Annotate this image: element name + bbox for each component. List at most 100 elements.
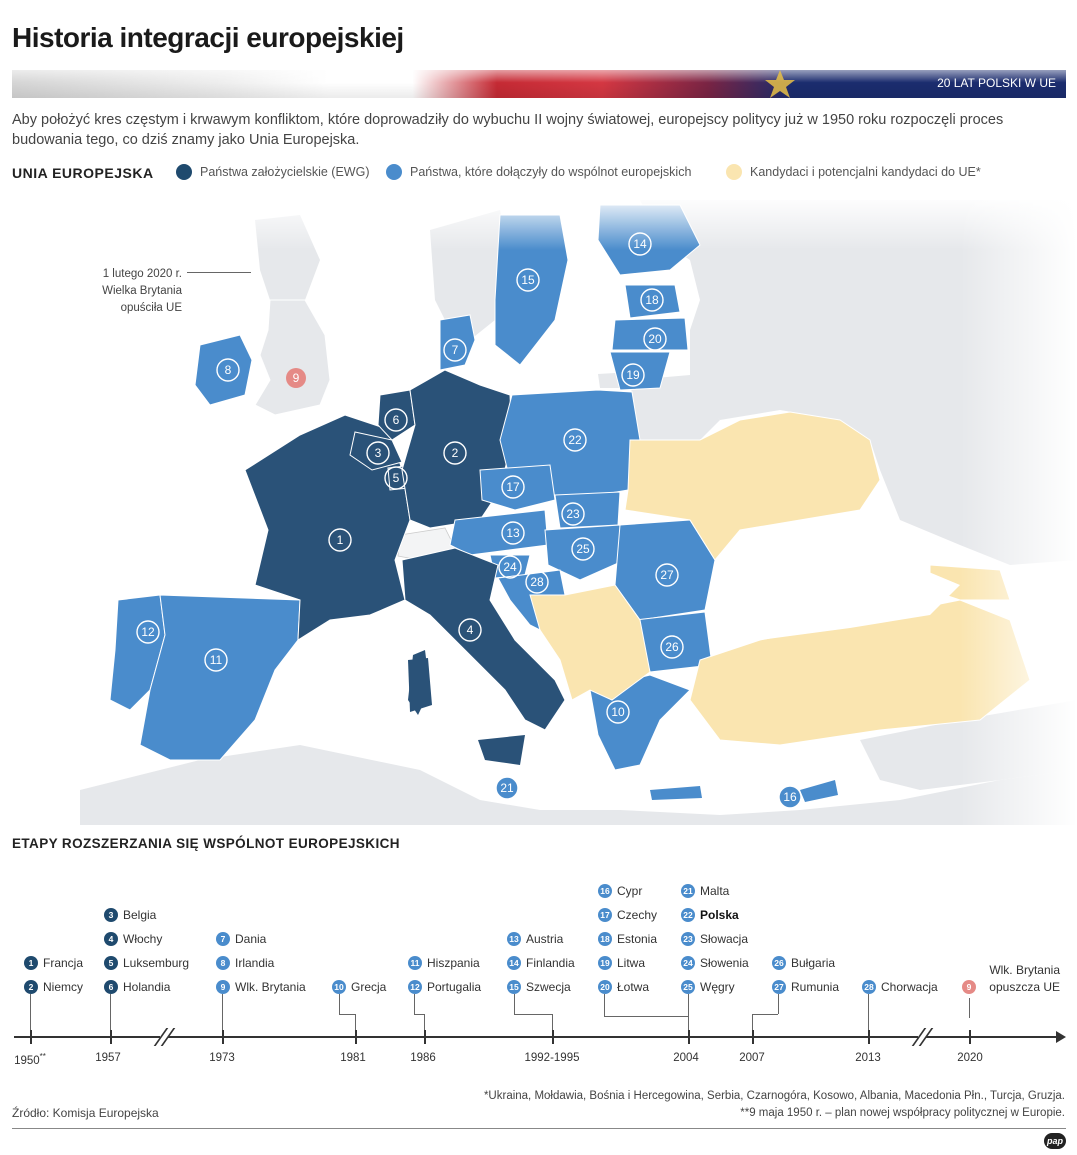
entry-luksemburg: 5 Luksemburg [104,954,189,972]
legend-label-founders: Państwa założycielskie (EWG) [200,165,370,179]
marker-19: 19 [621,363,645,387]
entry-cypr: 16 Cypr [598,882,642,900]
conn-1981c [355,1014,356,1032]
entry-label-8: Irlandia [235,956,275,970]
entry-label-1: Francja [43,956,84,970]
entry-finlandia: 14 Finlandia [507,954,575,972]
badge-4: 4 [104,932,118,946]
map-markers: 1 2 3 4 5 6 7 8 9 10 11 12 13 14 15 16 1… [136,232,802,809]
uk-note-line2: Wielka Brytania [102,285,182,297]
badge-19: 19 [598,956,612,970]
tick-2004 [688,1030,690,1044]
marker-6: 6 [384,408,408,432]
legend-item-candidates: Kandydaci i potencjalni kandydaci do UE* [726,164,981,180]
country-sicily [478,735,525,765]
badge-2: 2 [24,980,38,994]
marker-25: 25 [571,537,595,561]
marker-12-label: 12 [141,625,155,639]
badge-17: 17 [598,908,612,922]
marker-18: 18 [640,288,664,312]
entry-holandia: 6 Holandia [104,978,170,996]
year-2013: 2013 [855,1052,881,1064]
entry-label-5: Luksemburg [123,956,190,970]
conn-1986b [414,1014,424,1015]
entry-label-9: Wlk. Brytania [235,980,306,994]
badge-24: 24 [681,956,695,970]
entry-label-27: Rumunia [791,980,840,994]
entry-label-3: Belgia [123,908,157,922]
entry-label-16: Cypr [617,884,643,898]
conn-1981b [339,1014,355,1015]
marker-16: 16 [778,785,802,809]
conn-2007c [752,1014,753,1032]
entry-francja: 1 Francja [24,954,83,972]
legend-dot-joined [386,164,402,180]
entry-grecja: 10 Grecja [332,978,386,996]
marker-27-label: 27 [660,568,674,582]
badge-27: 27 [772,980,786,994]
marker-19-label: 19 [626,368,640,382]
marker-2: 2 [443,441,467,465]
marker-3-label: 3 [375,446,382,460]
marker-25-label: 25 [576,542,590,556]
marker-5: 5 [384,466,408,490]
entry-label-13: Austria [526,932,564,946]
marker-9: 9 [286,368,306,388]
badge-26: 26 [772,956,786,970]
conn-1992a [514,994,515,1014]
badge-22: 22 [681,908,695,922]
marker-26: 26 [660,635,684,659]
pap-logo: pap [1044,1133,1066,1149]
marker-7-label: 7 [452,343,459,357]
marker-1-label: 1 [337,533,344,547]
country-austria [449,509,549,556]
entry-niemcy: 2 Niemcy [24,978,83,996]
marker-27: 27 [655,563,679,587]
intro-text: Aby położyć kres częstym i krwawym konfl… [12,112,1004,148]
entry-dania: 7 Dania [216,930,266,948]
legend-label-candidates: Kandydaci i potencjalni kandydaci do UE* [750,165,981,179]
entry-label-11: Hiszpania [427,956,480,970]
country-cyprus [800,780,838,802]
entry-label-19: Litwa [617,956,646,970]
uk-note-line1: 1 lutego 2020 r. [102,268,182,280]
badge-28: 28 [862,980,876,994]
year-1992-1995: 1992-1995 [524,1052,580,1064]
entry-label-4: Włochy [123,932,163,946]
year-1973: 1973 [209,1052,235,1064]
badge-9: 9 [216,980,230,994]
conn-1957 [110,994,111,1032]
country-estonia [624,284,681,319]
badge-5: 5 [104,956,118,970]
tick-2020 [969,1030,971,1044]
badge-8: 8 [216,956,230,970]
entry-label-2: Niemcy [43,980,84,994]
tick-2007 [752,1030,754,1044]
entry-label-24: Słowenia [700,956,749,970]
marker-20: 20 [643,327,667,351]
marker-26-label: 26 [665,640,679,654]
entry-portugalia: 12 Portugalia [408,978,481,996]
badge-20: 20 [598,980,612,994]
timeline-title: ETAPY ROZSZERZANIA SIĘ WSPÓLNOT EUROPEJS… [12,836,400,851]
conn-2013 [868,994,869,1032]
marker-16-label: 16 [783,790,797,804]
country-sardinia [408,658,432,712]
marker-7: 7 [443,338,467,362]
tick-1973 [222,1030,224,1044]
marker-18-label: 18 [645,293,659,307]
badge-13: 13 [507,932,521,946]
black-sea [715,555,960,640]
marker-22: 22 [563,428,587,452]
entry-label-26: Bułgaria [791,956,836,970]
country-italy [401,547,566,731]
candidate-ukraine [624,411,881,561]
entry-szwecja: 15 Szwecja [507,978,571,996]
marker-21: 21 [495,776,519,800]
country-crete [650,786,702,800]
legend-label-joined: Państwa, które dołączyły do wspólnot eur… [410,165,692,179]
entry-label-12: Portugalia [427,980,482,994]
brexit-line2: opuszcza UE [989,980,1060,994]
entry-bulgaria: 26 Bułgaria [772,954,835,972]
country-latvia [611,317,689,351]
